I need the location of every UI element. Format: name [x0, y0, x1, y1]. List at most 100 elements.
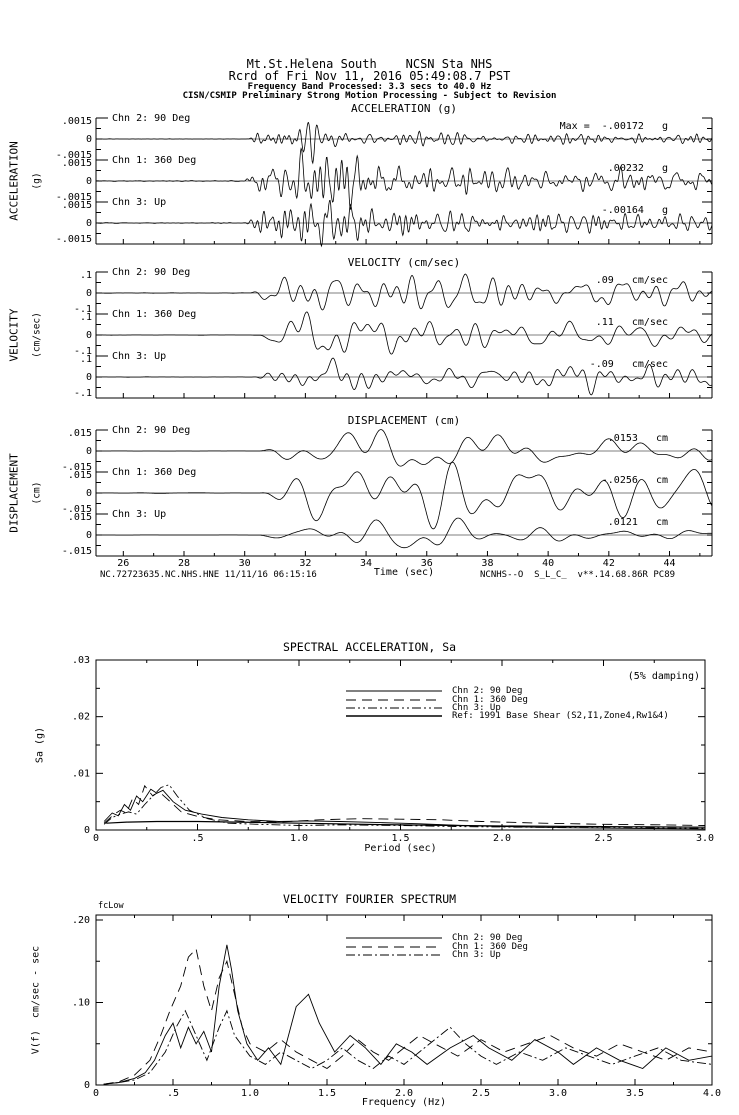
frequency-axis-label: Frequency (Hz) [361, 1097, 447, 1108]
vel-ch2-max: .09 cm/sec [595, 275, 668, 286]
svg-text:2.5: 2.5 [472, 1088, 490, 1099]
record-datetime: Rcrd of Fri Nov 11, 2016 05:49:08.7 PST [228, 69, 511, 83]
svg-text:0: 0 [86, 446, 92, 457]
accel-ch1-label: Chn 1: 360 Deg [112, 155, 197, 166]
svg-text:0: 0 [86, 218, 92, 229]
frequency-band-note: Frequency Band Processed: 3.3 secs to 40… [247, 82, 492, 92]
vel-ch3-max: -.09 cm/sec [589, 359, 668, 370]
svg-text:-.1: -.1 [74, 346, 92, 357]
svg-text:1.0: 1.0 [241, 1088, 259, 1099]
legend-entry-label: Chn 2: 90 Deg [452, 686, 523, 697]
svg-text:28: 28 [178, 558, 190, 569]
acceleration-axis-unit: (g) [31, 172, 43, 190]
svg-text:.5: .5 [167, 1088, 179, 1099]
svg-text:.5: .5 [191, 833, 203, 844]
sa-plot-title: SPECTRAL ACCELERATION, Sa [282, 640, 457, 654]
svg-text:-.0015: -.0015 [56, 150, 92, 161]
svg-text:30: 30 [239, 558, 251, 569]
svg-text:1.5: 1.5 [391, 833, 409, 844]
svg-text:.03: .03 [72, 655, 90, 666]
svg-text:34: 34 [360, 558, 372, 569]
svg-text:3.5: 3.5 [626, 1088, 644, 1099]
legend-entry-label: Chn 1: 360 Deg [452, 941, 528, 952]
svg-text:36: 36 [421, 558, 433, 569]
disp-ch1-max: -.0256 cm [601, 475, 668, 486]
accel-ch3-max: -.00164 g [601, 205, 668, 216]
processing-version-footer: NCNHS--O S_L_C_ v**.14.68.86R PC89 [480, 570, 676, 580]
time-axis-label: Time (sec) [373, 567, 435, 578]
legend-entry-label: Chn 3: Up [452, 949, 501, 960]
svg-text:26: 26 [117, 558, 129, 569]
fourier-plot-title: VELOCITY FOURIER SPECTRUM [282, 892, 457, 906]
legend-entry: Chn 1: 360 Deg [346, 941, 528, 952]
legend-entry-label: Ref: 1991 Base Shear (S2,I1,Zone4,Rw1&4) [452, 711, 669, 722]
disp-ch3-max: .0121 cm [607, 517, 668, 528]
legend-entry: Chn 2: 90 Deg [346, 686, 669, 697]
svg-text:0: 0 [86, 176, 92, 187]
svg-text:-.1: -.1 [74, 388, 92, 399]
svg-text:0: 0 [93, 1088, 99, 1099]
accel-ch2-max: Max = -.00172 g [559, 121, 668, 132]
damping-note: (5% damping) [627, 671, 700, 682]
svg-text:-.0015: -.0015 [56, 234, 92, 245]
legend-line-sample [346, 707, 442, 709]
legend-line-sample [346, 715, 442, 718]
svg-text:40: 40 [542, 558, 554, 569]
sa-legend: Chn 2: 90 Deg Chn 1: 360 Deg Chn 3: Up Ref:… [346, 686, 669, 722]
svg-text:1.0: 1.0 [290, 833, 308, 844]
acceleration-axis-label: ACCELERATION [7, 141, 21, 221]
legend-entry: Chn 2: 90 Deg [346, 933, 528, 944]
fourier-legend: Chn 2: 90 Deg Chn 1: 360 Deg Chn 3: Up [346, 933, 528, 960]
svg-text:.20: .20 [72, 915, 90, 926]
legend-entry: Chn 1: 360 Deg [346, 694, 669, 705]
station-title: Mt.St.Helena South NCSN Sta NHS [246, 57, 493, 71]
legend-entry-label: Chn 2: 90 Deg [452, 933, 523, 944]
period-axis-label: Period (sec) [364, 843, 437, 854]
svg-text:.02: .02 [72, 712, 90, 723]
svg-text:.1: .1 [80, 312, 92, 323]
svg-text:2.5: 2.5 [594, 833, 612, 844]
svg-text:.01: .01 [72, 768, 90, 779]
legend-entry-label: Chn 3: Up [452, 702, 501, 713]
svg-text:0: 0 [86, 372, 92, 383]
svg-text:.015: .015 [68, 428, 92, 439]
svg-text:3.0: 3.0 [696, 833, 714, 844]
accel-ch3-label: Chn 3: Up [112, 197, 167, 208]
svg-text:-.1: -.1 [74, 304, 92, 315]
fourier-axis-label: V(f) cm/sec - sec [30, 945, 42, 1055]
svg-text:0: 0 [86, 134, 92, 145]
svg-text:0: 0 [86, 530, 92, 541]
svg-text:.015: .015 [68, 470, 92, 481]
legend-line-sample [346, 690, 442, 692]
legend-line-sample [346, 954, 442, 956]
svg-text:-.015: -.015 [62, 504, 92, 515]
record-id-footer: NC.72723635.NC.NHS.HNE 11/11/16 06:15:16 [100, 570, 317, 580]
vel-ch1-label: Chn 1: 360 Deg [112, 309, 197, 320]
svg-text:.0015: .0015 [62, 116, 92, 127]
disp-ch2-max: .0153 cm [607, 433, 668, 444]
svg-text:0: 0 [86, 288, 92, 299]
legend-entry: Chn 3: Up [346, 702, 669, 713]
vel-ch2-label: Chn 2: 90 Deg [112, 267, 191, 278]
legend-line-sample [346, 699, 442, 701]
svg-text:0: 0 [84, 1080, 90, 1091]
legend-entry-label: Chn 1: 360 Deg [452, 694, 528, 705]
fclow-annotation: fcLow [98, 901, 124, 911]
vel-ch3-label: Chn 3: Up [112, 351, 167, 362]
svg-text:0: 0 [84, 825, 90, 836]
disp-ch3-label: Chn 3: Up [112, 509, 167, 520]
svg-text:42: 42 [603, 558, 615, 569]
svg-text:.1: .1 [80, 354, 92, 365]
displacement-axis-label: DISPLACEMENT [7, 453, 21, 533]
svg-text:3.0: 3.0 [549, 1088, 567, 1099]
processing-note: CISN/CSMIP Preliminary Strong Motion Pro… [182, 91, 557, 101]
svg-text:44: 44 [663, 558, 675, 569]
legend-line-sample [346, 937, 442, 939]
velocity-axis-label: VELOCITY [7, 308, 21, 362]
svg-text:-.015: -.015 [62, 546, 92, 557]
legend-line-sample [346, 946, 442, 948]
svg-text:2.0: 2.0 [493, 833, 511, 844]
legend-entry: Ref: 1991 Base Shear (S2,I1,Zone4,Rw1&4) [346, 711, 669, 722]
